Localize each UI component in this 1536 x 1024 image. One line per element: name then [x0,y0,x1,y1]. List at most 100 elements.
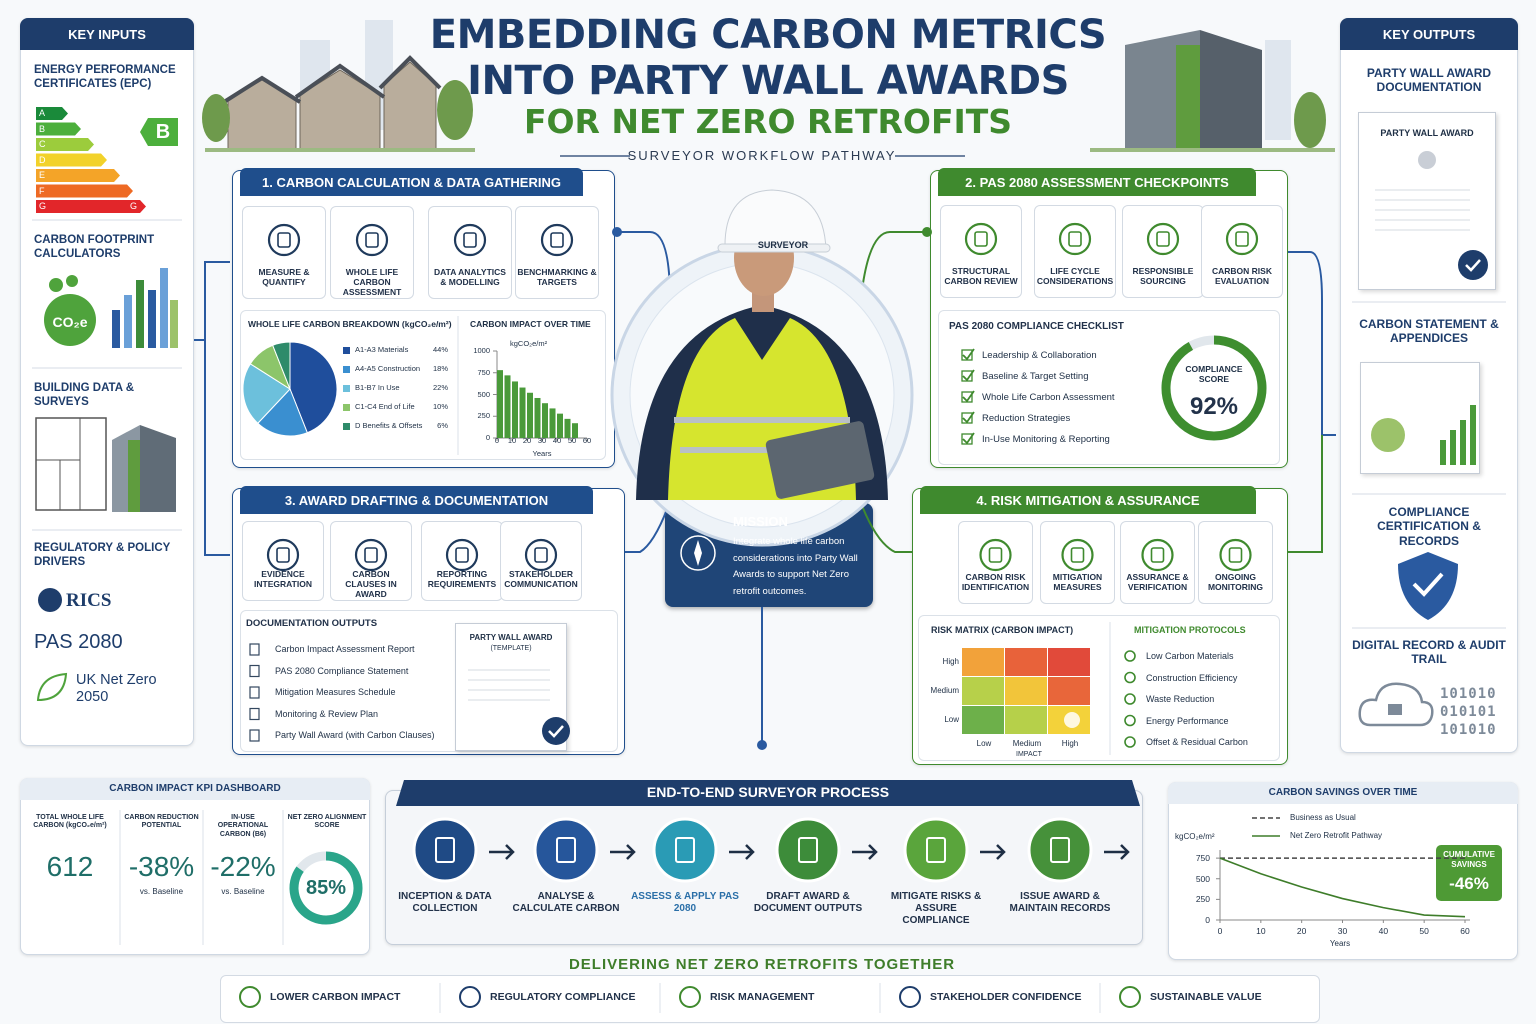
icon [355,223,389,257]
savings-header [1168,782,1518,804]
x-tick-label: 40 [1378,926,1389,936]
decor-bar [1470,405,1476,465]
ground [1090,148,1335,152]
y-tick-label: 750 [477,367,490,377]
tree [437,80,473,140]
co2-label: CO₂e [52,314,88,330]
tree [1294,92,1326,148]
kpi-note: vs. Baseline [139,887,184,896]
checklist-item: Leadership & Collaboration [982,350,1097,361]
footprint [49,278,63,292]
section-header [240,168,583,196]
tile [1198,521,1273,604]
section-header [920,486,1256,514]
icon [463,232,477,248]
connector-dot [612,227,622,237]
legend-swatch [343,347,350,354]
helmet-brim [717,243,831,253]
annotation-box [1436,845,1502,901]
title: INTO PARTY WALL AWARDS [467,58,1069,104]
icon [964,222,998,256]
pie-slice [242,363,291,424]
matrix-row-label: Medium [930,686,959,695]
epc-band-label: G [39,201,47,211]
bar [497,370,503,438]
chart-title: CARBON IMPACT OVER TIME [470,319,591,329]
checklist-title: PAS 2080 COMPLIANCE CHECKLIST [949,321,1124,332]
icon [365,232,379,248]
tile-label: MEASURE & QUANTIFY [258,267,310,288]
axis-label: Years [1329,939,1351,948]
step-circle [652,817,718,883]
process-header [396,780,1140,806]
matrix-row-label: Low [944,715,959,724]
legend-label: D Benefits & Offsets [355,421,423,430]
epc-band [36,138,94,151]
connector [1288,435,1323,553]
y-tick-label: 750 [1195,853,1210,864]
skyline [1265,40,1291,140]
icon [455,547,469,563]
annotation-title: CUMULATIVE SAVINGS [1443,850,1495,869]
output-title: DIGITAL RECORD & AUDIT TRAIL [1352,638,1506,667]
pie-slice [257,388,308,437]
section-title: 2. PAS 2080 ASSESSMENT CHECKPOINTS [965,175,1229,190]
icon [453,223,487,257]
epc-band [36,184,133,198]
bar [512,381,518,438]
building [140,425,176,512]
icon [974,231,988,247]
step-label: MITIGATE RISKS & ASSURE COMPLIANCE [890,891,982,926]
checklist-item: Baseline & Target Setting [982,371,1089,382]
tile [242,206,326,299]
matrix-cell [1048,677,1090,705]
protocol-icon [1124,671,1136,684]
matrix-cell [1048,648,1090,676]
y-tick-label: 500 [1195,873,1210,884]
footer-bar [220,975,1320,1023]
icon [277,232,291,248]
protocol-item: Offset & Residual Carbon [1146,737,1248,747]
tile-label: DATA ANALYTICS & MODELLING [434,267,506,288]
legend-label: A1-A3 Materials [355,345,409,354]
subtitle: SURVEYOR WORKFLOW PATHWAY [627,148,897,163]
lock [1388,704,1402,715]
tile-label: CARBON CLAUSES IN AWARD [345,569,397,600]
output-title: COMPLIANCE CERTIFICATION & RECORDS [1377,505,1481,548]
step-arrow [610,844,636,860]
tile-label: BENCHMARKING & TARGETS [517,267,597,288]
step-icon [435,837,455,863]
icon [364,547,378,563]
gauge-value: 85% [305,877,347,899]
icon [524,538,558,572]
icon [1058,222,1092,256]
crest [1418,151,1436,169]
x-tick-label: 10 [1256,926,1266,936]
chart-title: WHOLE LIFE CARBON BREAKDOWN (kgCO₂e/m²) [248,319,452,329]
tile [1122,205,1204,298]
epc-rating [140,118,178,146]
bar [519,387,526,438]
logo: UK Net Zero 2050 [76,672,157,706]
protocol-item: Low Carbon Materials [1146,651,1234,661]
legend-swatch [343,385,350,392]
footer-icon [239,986,261,1008]
kpi-panel [20,778,370,955]
binary: 101010 [1440,722,1497,738]
step-circle [775,817,841,883]
footer-icon [459,986,481,1008]
panel-header [1340,18,1518,50]
matrix-title: RISK MATRIX (CARBON IMPACT) [931,625,1074,635]
footer-item: REGULATORY COMPLIANCE [490,991,636,1003]
checklist-item: Whole Life Carbon Assessment [982,392,1115,403]
connector [194,339,230,556]
bar [542,403,548,438]
bar [557,413,563,438]
input-title: BUILDING DATA & SURVEYS [34,382,135,408]
x-tick-label: 50 [1419,926,1429,936]
mission-icon [694,540,702,566]
mission-icon [680,535,716,571]
tile [1034,205,1116,298]
mission-text: Integrate whole life carbon consideratio… [733,536,858,597]
